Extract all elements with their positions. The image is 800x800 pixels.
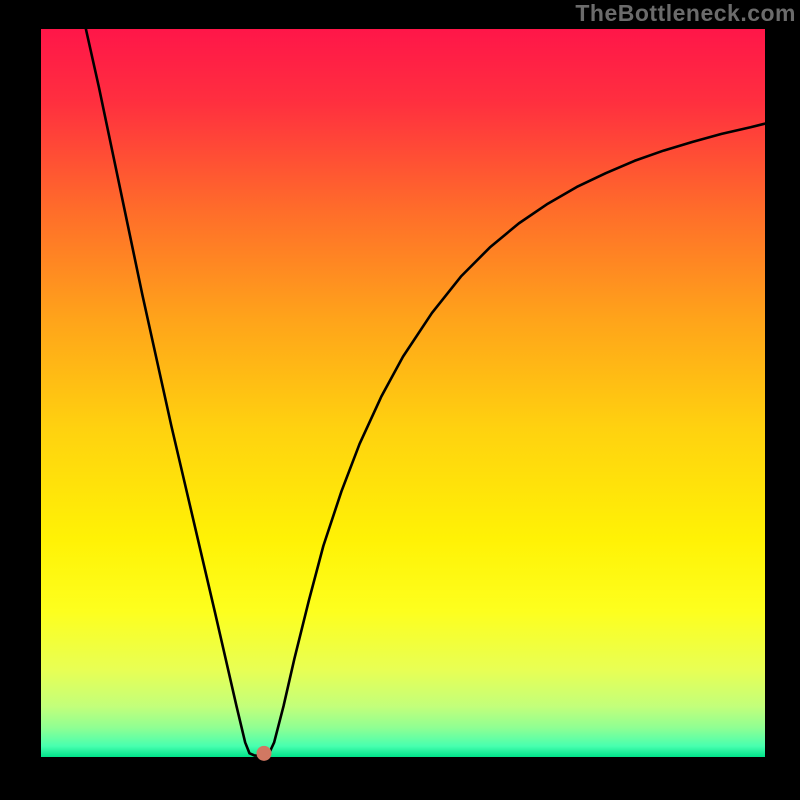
chart-container: TheBottleneck.com [0, 0, 800, 800]
bottleneck-chart [0, 0, 800, 800]
optimal-point-marker [256, 746, 271, 761]
